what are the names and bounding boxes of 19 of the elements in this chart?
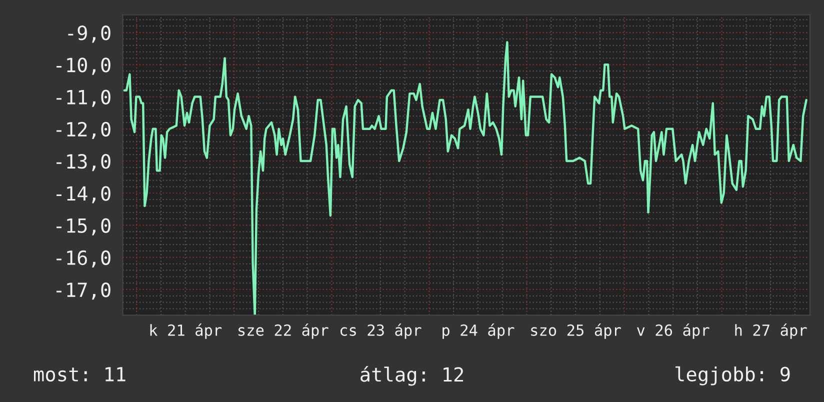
y-tick-label: -16,0: [56, 250, 110, 268]
y-tick-label: -13,0: [56, 154, 110, 172]
y-tick-label: -14,0: [56, 186, 110, 204]
y-tick-label: -12,0: [56, 122, 110, 140]
x-tick-label: v 26 ápr: [636, 324, 710, 339]
text: most: 11: [34, 367, 126, 382]
text: átlag: 12: [360, 366, 464, 386]
x-tick-label: k 21 ápr: [150, 324, 222, 339]
y-tick-label: -11,0: [56, 90, 110, 107]
x-tick-label: p 24 ápr: [442, 324, 514, 339]
y-tick-label: -17,0: [56, 282, 110, 300]
x-tick-label: szo 25 ápr: [531, 324, 621, 339]
text: legjobb: 9: [675, 366, 790, 386]
x-tick-label: sze 22 ápr: [238, 324, 328, 339]
y-tick-label: -9,0: [68, 26, 110, 43]
y-tick-label: -10,0: [56, 58, 110, 75]
x-tick-label: cs 23 ápr: [340, 324, 422, 339]
x-tick-label: h 27 ápr: [735, 324, 807, 339]
y-tick-label: -15,0: [56, 218, 110, 236]
